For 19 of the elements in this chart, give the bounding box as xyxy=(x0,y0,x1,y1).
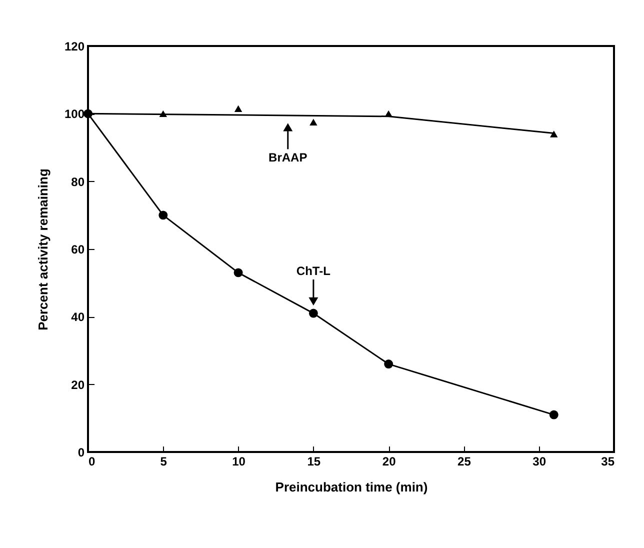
x-tick-label: 5 xyxy=(160,454,168,468)
x-tick-label: 0 xyxy=(88,454,96,468)
y-tick-label: 80 xyxy=(71,174,85,189)
x-tick-label: 30 xyxy=(532,454,546,468)
y-axis-title: Percent activity remaining xyxy=(35,168,50,330)
x-tick-label: 35 xyxy=(601,454,615,468)
x-tick-label: 15 xyxy=(307,454,321,468)
annotation: BrAAP xyxy=(268,150,308,165)
y-tick-label: 20 xyxy=(71,378,85,392)
y-tick-label: 120 xyxy=(64,40,85,54)
x-tick-label: 20 xyxy=(382,454,396,468)
x-tick-label: 25 xyxy=(458,454,472,468)
annotation: ChT-L xyxy=(296,264,330,278)
x-tick-label: 10 xyxy=(232,454,246,468)
y-tick-label: 0 xyxy=(78,446,85,460)
y-tick-label: 100 xyxy=(64,107,85,122)
y-tick-label: 60 xyxy=(71,242,85,256)
x-axis-title: Preincubation time (min) xyxy=(275,480,428,494)
y-tick-label: 40 xyxy=(71,310,85,324)
